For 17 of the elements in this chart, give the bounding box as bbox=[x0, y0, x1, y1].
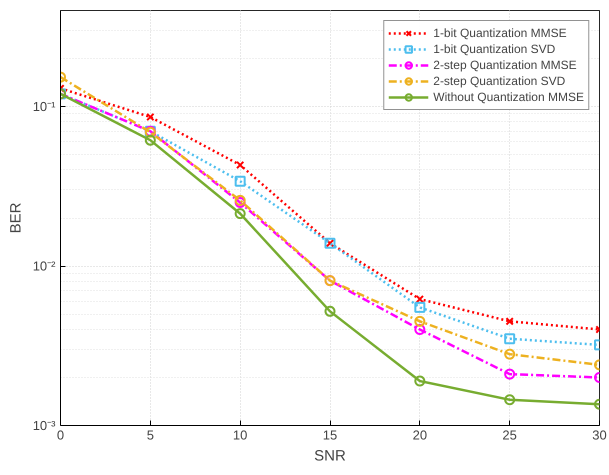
legend-label: 1-bit Quantization SVD bbox=[433, 41, 556, 57]
legend-label: 2-step Quantization MMSE bbox=[433, 57, 577, 73]
x-axis-title: SNR bbox=[314, 448, 346, 464]
x-tick-label: 5 bbox=[146, 428, 154, 442]
x-tick-label: 10 bbox=[232, 428, 248, 442]
x-tick-label: 25 bbox=[502, 428, 517, 442]
y-tick-label: 10⁻³ bbox=[32, 418, 56, 433]
legend-label: Without Quantization MMSE bbox=[433, 89, 584, 105]
x-tick-label: 15 bbox=[322, 428, 338, 442]
x-tick-label: 30 bbox=[592, 428, 607, 442]
y-axis-title: BER bbox=[8, 202, 25, 234]
y-tick-label: 10⁻¹ bbox=[32, 99, 56, 114]
y-tick-label: 10⁻² bbox=[32, 258, 56, 274]
x-tick-label: 20 bbox=[412, 428, 428, 442]
legend-label: 2-step Quantization SVD bbox=[433, 73, 566, 89]
x-tick-label: 0 bbox=[56, 428, 64, 442]
legend-label: 1-bit Quantization MMSE bbox=[433, 25, 567, 41]
